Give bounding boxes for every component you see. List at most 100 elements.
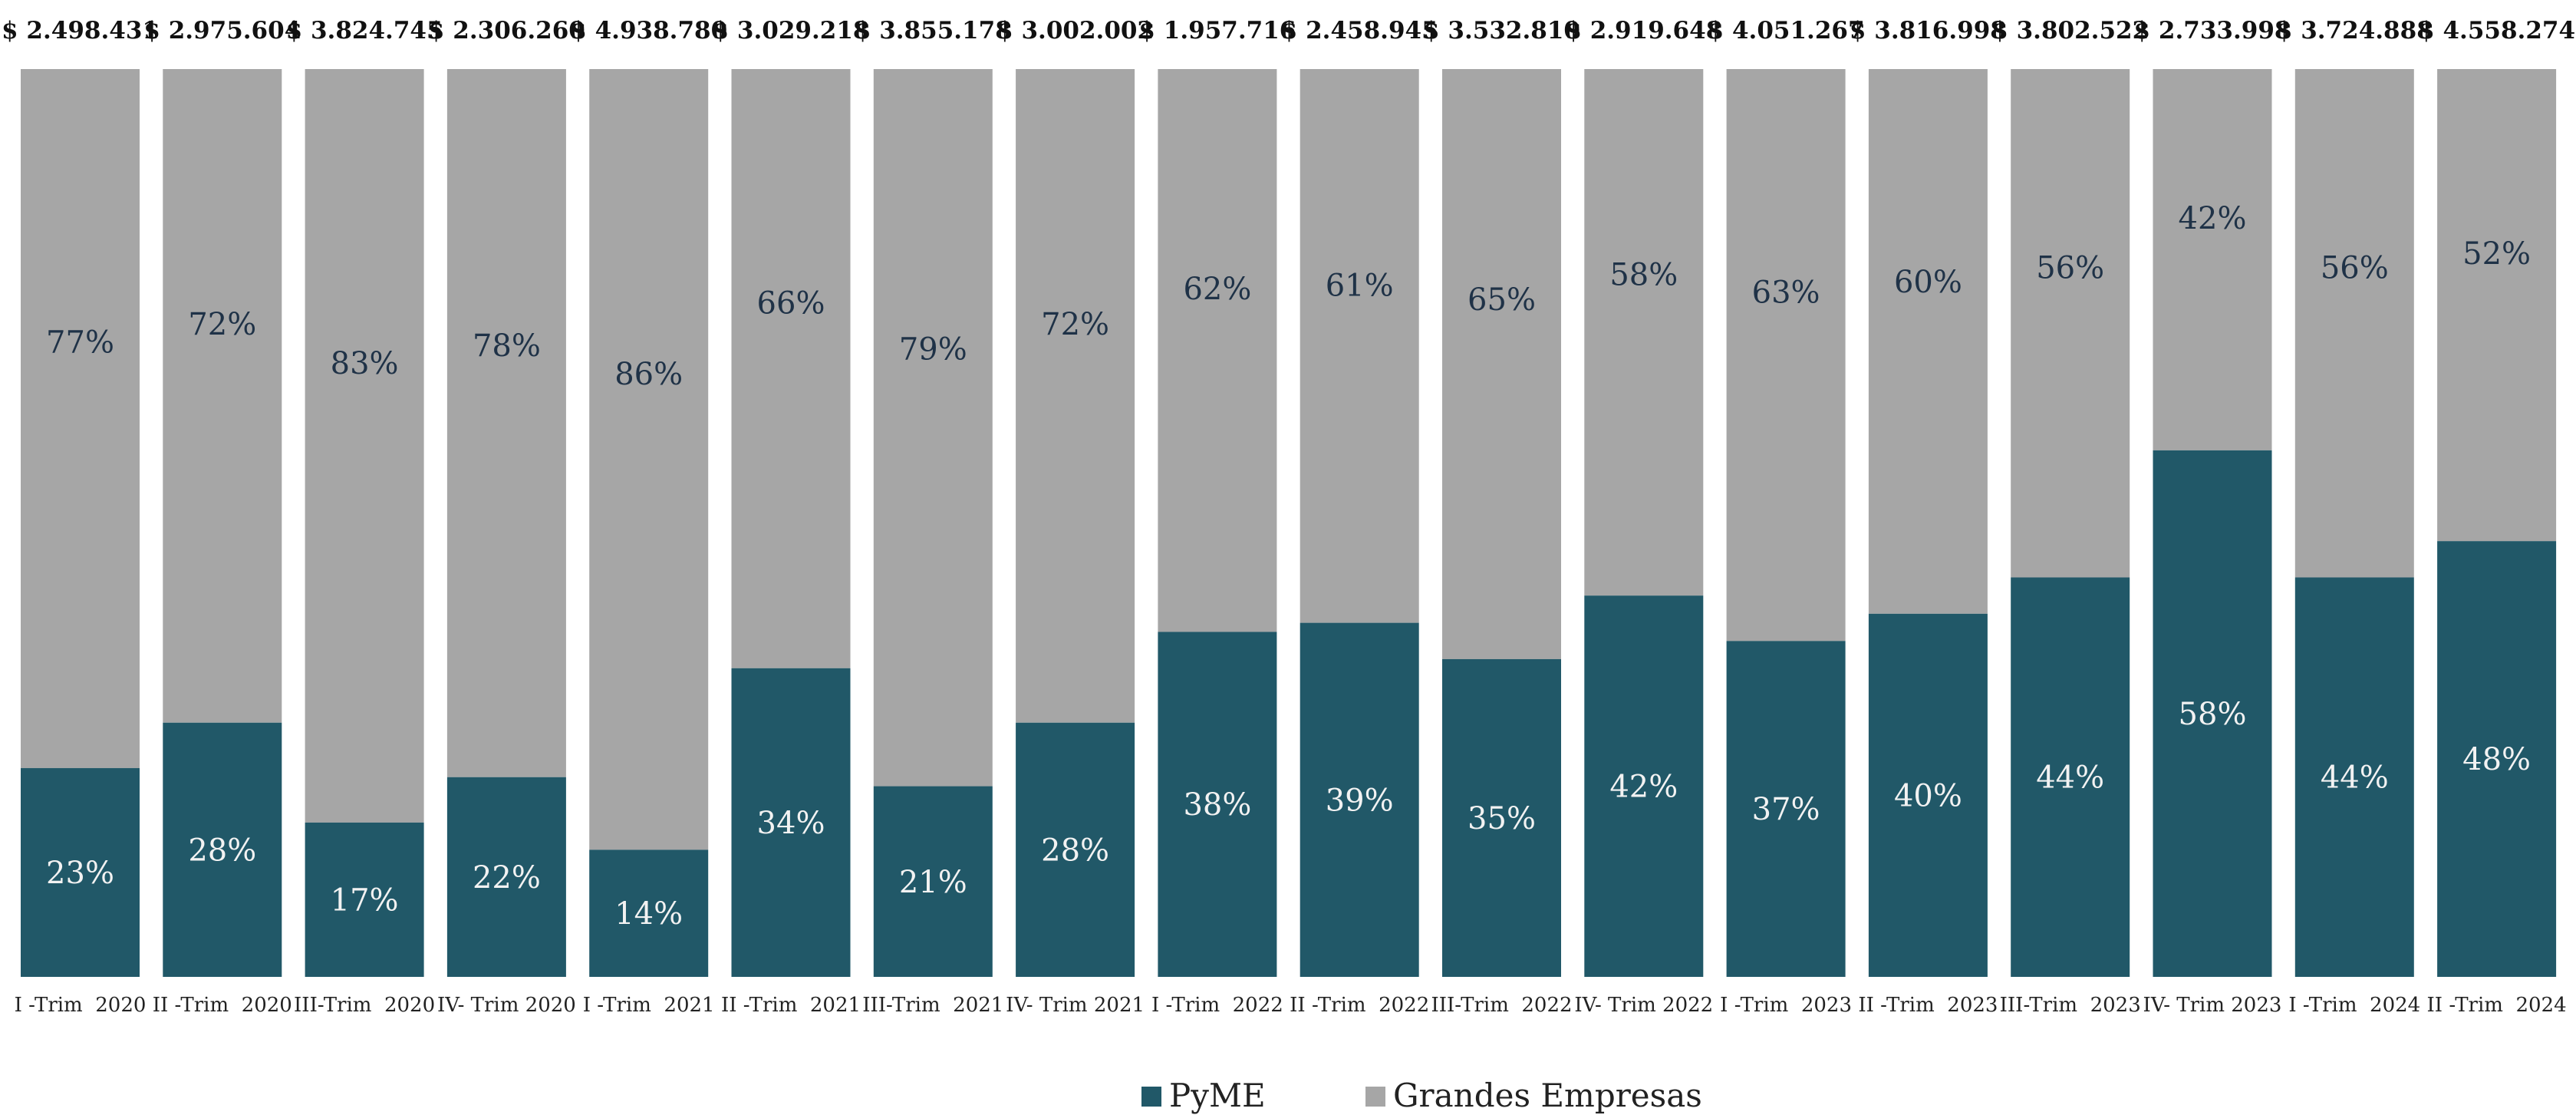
- bar-pyme: [446, 777, 566, 977]
- bar-pyme: [2011, 577, 2130, 977]
- bar-grandes-empresas: [163, 69, 282, 723]
- data-label-grandes-empresas: 78%: [473, 328, 541, 364]
- bar-total-label: $ 3.824.745: [286, 17, 443, 45]
- bar-pyme: [731, 668, 851, 977]
- bar-grandes-empresas: [1584, 69, 1704, 596]
- data-label-grandes-empresas: 72%: [188, 307, 256, 342]
- bar-pyme: [873, 786, 993, 977]
- bar-total-label: $ 4.938.780: [570, 17, 727, 45]
- bar-grandes-empresas: [731, 69, 851, 668]
- data-label-pyme: 17%: [331, 882, 399, 918]
- data-label-pyme: 23%: [46, 856, 114, 891]
- x-tick-label: II -Trim 2023: [1858, 994, 1998, 1017]
- bar-total-label: $ 3.855.178: [855, 17, 1012, 45]
- bar-total-label: $ 2.458.945: [1281, 17, 1438, 45]
- bar-pyme: [1868, 613, 1988, 977]
- data-label-grandes-empresas: 63%: [1752, 275, 1820, 311]
- bar-total-label: $ 2.975.604: [143, 17, 301, 45]
- x-tick-label: IV- Trim 2022: [1574, 994, 1713, 1017]
- x-tick-label: III-Trim 2023: [2000, 994, 2141, 1017]
- data-label-grandes-empresas: 86%: [614, 357, 683, 392]
- bar-grandes-empresas: [2437, 69, 2557, 542]
- data-label-pyme: 44%: [2036, 760, 2104, 796]
- x-tick-label: I -Trim 2022: [1151, 994, 1283, 1017]
- data-label-pyme: 48%: [2462, 742, 2531, 777]
- x-tick-label: III-Trim 2020: [294, 994, 435, 1017]
- bar-grandes-empresas: [305, 69, 424, 823]
- data-label-pyme: 22%: [473, 860, 541, 896]
- data-label-pyme: 21%: [899, 865, 967, 900]
- data-label-grandes-empresas: 62%: [1183, 272, 1251, 307]
- bar-grandes-empresas: [21, 69, 140, 768]
- bar-total-label: $ 3.816.998: [1850, 17, 2007, 45]
- bar-grandes-empresas: [2153, 69, 2272, 450]
- bar-grandes-empresas: [2011, 69, 2130, 578]
- bar-pyme: [1442, 658, 1561, 977]
- bar-total-label: $ 4.051.267: [1708, 17, 1865, 45]
- data-label-pyme: 37%: [1752, 792, 1820, 827]
- data-label-pyme: 28%: [1041, 833, 1109, 868]
- data-label-grandes-empresas: 77%: [46, 325, 114, 360]
- data-label-pyme: 42%: [1609, 770, 1678, 805]
- bars-layer: [21, 69, 2557, 977]
- x-tick-label: II -Trim 2024: [2427, 994, 2567, 1017]
- bar-grandes-empresas: [589, 69, 709, 850]
- data-label-grandes-empresas: 79%: [899, 332, 967, 367]
- data-label-pyme: 38%: [1183, 787, 1251, 823]
- data-label-pyme: 58%: [2179, 697, 2247, 732]
- x-tick-label: III-Trim 2021: [862, 994, 1003, 1017]
- data-label-grandes-empresas: 42%: [2179, 201, 2247, 236]
- bar-pyme: [2153, 450, 2272, 977]
- chart-legend: PyME Grandes Empresas: [1141, 1077, 1702, 1114]
- bar-pyme: [163, 722, 282, 977]
- bar-pyme: [305, 822, 424, 977]
- bar-total-label: $ 3.532.810: [1423, 17, 1580, 45]
- bar-grandes-empresas: [446, 69, 566, 777]
- data-label-grandes-empresas: 60%: [1894, 265, 1962, 300]
- bar-pyme: [1158, 632, 1277, 977]
- x-tick-label: I -Trim 2023: [1720, 994, 1852, 1017]
- x-tick-label: III-Trim 2022: [1431, 994, 1572, 1017]
- data-label-pyme: 34%: [757, 806, 825, 841]
- x-tick-label: IV- Trim 2021: [1006, 994, 1145, 1017]
- data-label-pyme: 35%: [1468, 801, 1536, 836]
- bar-grandes-empresas: [1726, 69, 1846, 642]
- bar-grandes-empresas: [1158, 69, 1277, 632]
- bar-total-label: $ 2.919.648: [1565, 17, 1722, 45]
- data-label-grandes-empresas: 72%: [1041, 307, 1109, 342]
- bar-grandes-empresas: [1868, 69, 1988, 614]
- legend-label-grandes-empresas: Grandes Empresas: [1393, 1077, 1702, 1114]
- bar-total-label: $ 2.733.998: [2134, 17, 2291, 45]
- x-tick-label: I -Trim 2024: [2288, 994, 2420, 1017]
- bar-total-label: $ 2.498.431: [2, 17, 159, 45]
- data-label-grandes-empresas: 52%: [2462, 236, 2531, 272]
- bar-pyme: [1584, 595, 1704, 977]
- bar-total-label: $ 2.306.260: [428, 17, 585, 45]
- data-label-pyme: 44%: [2321, 760, 2389, 796]
- bar-pyme: [2294, 577, 2414, 977]
- legend-swatch-grandes-empresas: [1365, 1087, 1385, 1107]
- bar-total-label: $ 3.802.522: [1991, 17, 2149, 45]
- bar-grandes-empresas: [2294, 69, 2414, 578]
- x-tick-label: I -Trim 2020: [15, 994, 147, 1017]
- bar-pyme: [1300, 622, 1419, 977]
- data-label-grandes-empresas: 66%: [757, 286, 825, 322]
- data-label-pyme: 28%: [188, 833, 256, 868]
- x-tick-label: II -Trim 2021: [721, 994, 861, 1017]
- data-label-grandes-empresas: 61%: [1326, 268, 1394, 303]
- bar-total-label: $ 3.002.002: [996, 17, 1154, 45]
- x-tick-label: IV- Trim 2023: [2143, 994, 2282, 1017]
- legend-swatch-pyme: [1141, 1087, 1161, 1107]
- bar-pyme: [589, 849, 709, 977]
- legend-label-pyme: PyME: [1169, 1077, 1266, 1114]
- bar-total-label: $ 3.724.888: [2276, 17, 2433, 45]
- bar-grandes-empresas: [1442, 69, 1561, 659]
- bar-grandes-empresas: [1016, 69, 1135, 723]
- bar-total-label: $ 1.957.716: [1138, 17, 1296, 45]
- bar-pyme: [2437, 541, 2557, 977]
- x-tick-label: IV- Trim 2020: [437, 994, 576, 1017]
- bar-total-label: $ 4.558.274: [2418, 17, 2575, 45]
- x-tick-label: II -Trim 2020: [153, 994, 292, 1017]
- data-label-pyme: 39%: [1326, 783, 1394, 818]
